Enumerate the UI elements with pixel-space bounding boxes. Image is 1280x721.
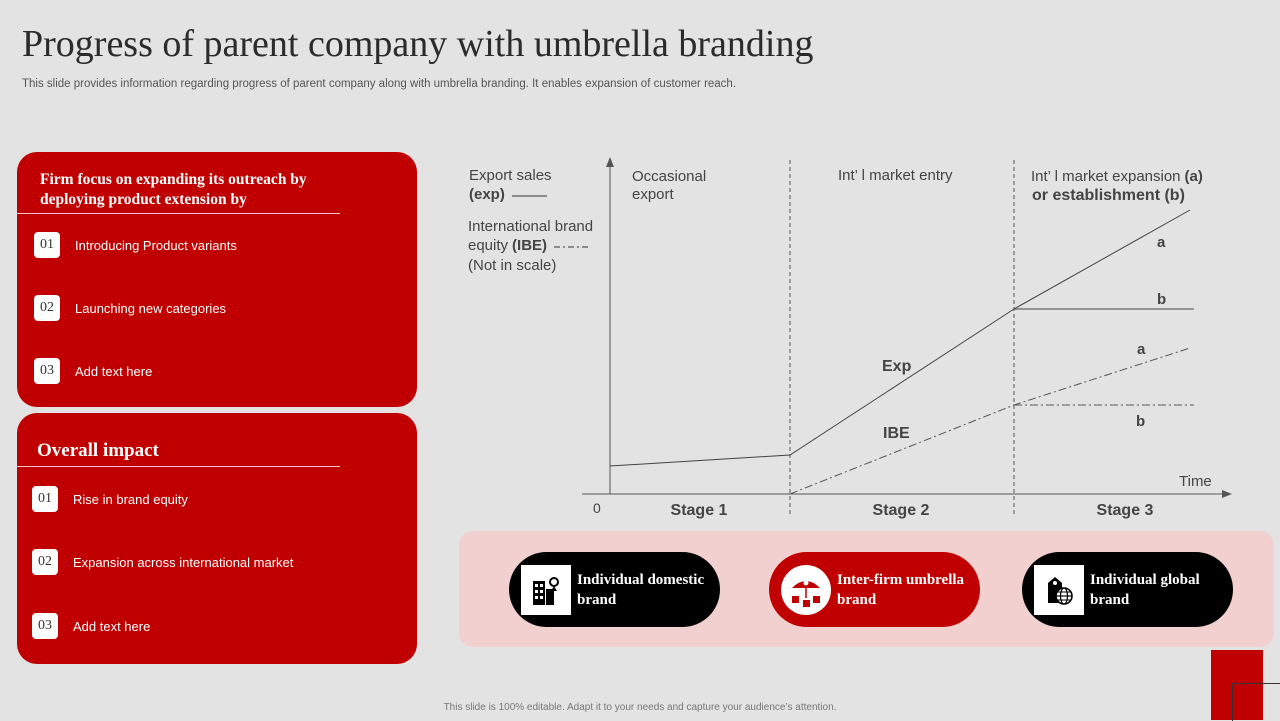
stage-dividers xyxy=(789,160,1015,516)
legend-ibe-text: International brand xyxy=(468,218,593,235)
brand-label: Inter-firm umbrella brand xyxy=(837,571,965,608)
exp-a-label: a xyxy=(1157,234,1166,251)
footer-note: This slide is 100% editable. Adapt it to… xyxy=(443,702,837,713)
ibe-curve xyxy=(789,347,1194,495)
list-item: 01 Introducing Product variants xyxy=(34,232,237,258)
zone3-label: or establishment (b) xyxy=(1032,187,1185,204)
buildings-person-icon xyxy=(521,564,571,615)
corner-decoration xyxy=(1211,650,1263,720)
focus-panel-heading: Firm focus on expanding its outreach by … xyxy=(40,171,307,208)
item-number: 02 xyxy=(32,549,58,575)
ibe-line-a xyxy=(789,347,1191,495)
item-number: 03 xyxy=(34,358,60,384)
item-label: Add text here xyxy=(75,363,153,379)
divider xyxy=(17,466,340,467)
focus-panel: Firm focus on expanding its outreach by … xyxy=(17,152,417,407)
item-number: 01 xyxy=(32,486,58,512)
item-number: 01 xyxy=(34,232,60,258)
legend-exp-bold: (exp) xyxy=(469,186,505,203)
impact-panel-heading: Overall impact xyxy=(37,440,159,461)
brand-label: Individual global brand xyxy=(1090,571,1200,608)
item-label: Rise in brand equity xyxy=(73,491,188,507)
ibe-a-label: a xyxy=(1137,341,1146,358)
brand-progress-diagram: Export sales (exp) International brand e… xyxy=(468,157,1232,519)
item-label: Launching new categories xyxy=(75,300,227,316)
item-label: Expansion across international market xyxy=(73,554,294,570)
stage-label: Stage 2 xyxy=(873,502,930,519)
impact-panel: Overall impact 01 Rise in brand equity 0… xyxy=(17,413,417,664)
list-item: 02 Launching new categories xyxy=(34,295,226,321)
divider xyxy=(17,213,340,214)
page-subtitle: This slide provides information regardin… xyxy=(22,78,737,90)
item-number: 03 xyxy=(32,613,58,639)
stage-label: Stage 3 xyxy=(1097,502,1154,519)
x-axis-arrow xyxy=(1222,490,1232,498)
list-item: 03 Add text here xyxy=(34,358,152,384)
page-title: Progress of parent company with umbrella… xyxy=(22,23,814,65)
x-axis-label: Time xyxy=(1179,473,1212,490)
list-item: 01 Rise in brand equity xyxy=(32,486,188,512)
item-number: 02 xyxy=(34,295,60,321)
item-label: Add text here xyxy=(73,618,151,634)
ibe-label: IBE xyxy=(883,425,910,442)
stage-label: Stage 1 xyxy=(671,502,728,519)
brand-label: Individual domestic brand xyxy=(577,571,705,608)
ibe-b-label: b xyxy=(1136,413,1145,430)
zone3-label: Int’ l market expansion (a) xyxy=(1031,168,1203,185)
zone2-label: Int’ l market entry xyxy=(838,167,953,184)
list-item: 03 Add text here xyxy=(32,613,150,639)
tag-globe-icon xyxy=(1034,564,1084,615)
legend-exp-text: Export sales xyxy=(469,167,552,184)
exp-line-a xyxy=(609,209,1191,467)
list-item: 02 Expansion across international market xyxy=(32,549,293,575)
exp-curve xyxy=(609,209,1194,467)
exp-label: Exp xyxy=(882,358,912,375)
axes xyxy=(582,157,1232,498)
brand-pill-domestic: Individual domestic brand xyxy=(509,552,720,627)
y-axis-arrow xyxy=(606,157,614,167)
brand-pill-global: Individual global brand xyxy=(1022,552,1233,627)
umbrella-boxes-icon xyxy=(781,564,831,615)
item-label: Introducing Product variants xyxy=(75,237,237,253)
zone1-label: Occasional xyxy=(632,168,706,185)
origin-label: 0 xyxy=(593,500,601,516)
legend-ibe-note: (Not in scale) xyxy=(468,257,556,274)
legend-ibe-text: equity (IBE) xyxy=(468,237,547,254)
zone1-label: export xyxy=(632,186,675,203)
brand-pill-umbrella: Inter-firm umbrella brand xyxy=(769,552,980,627)
corner-decoration xyxy=(1232,683,1280,721)
exp-b-label: b xyxy=(1157,291,1166,308)
